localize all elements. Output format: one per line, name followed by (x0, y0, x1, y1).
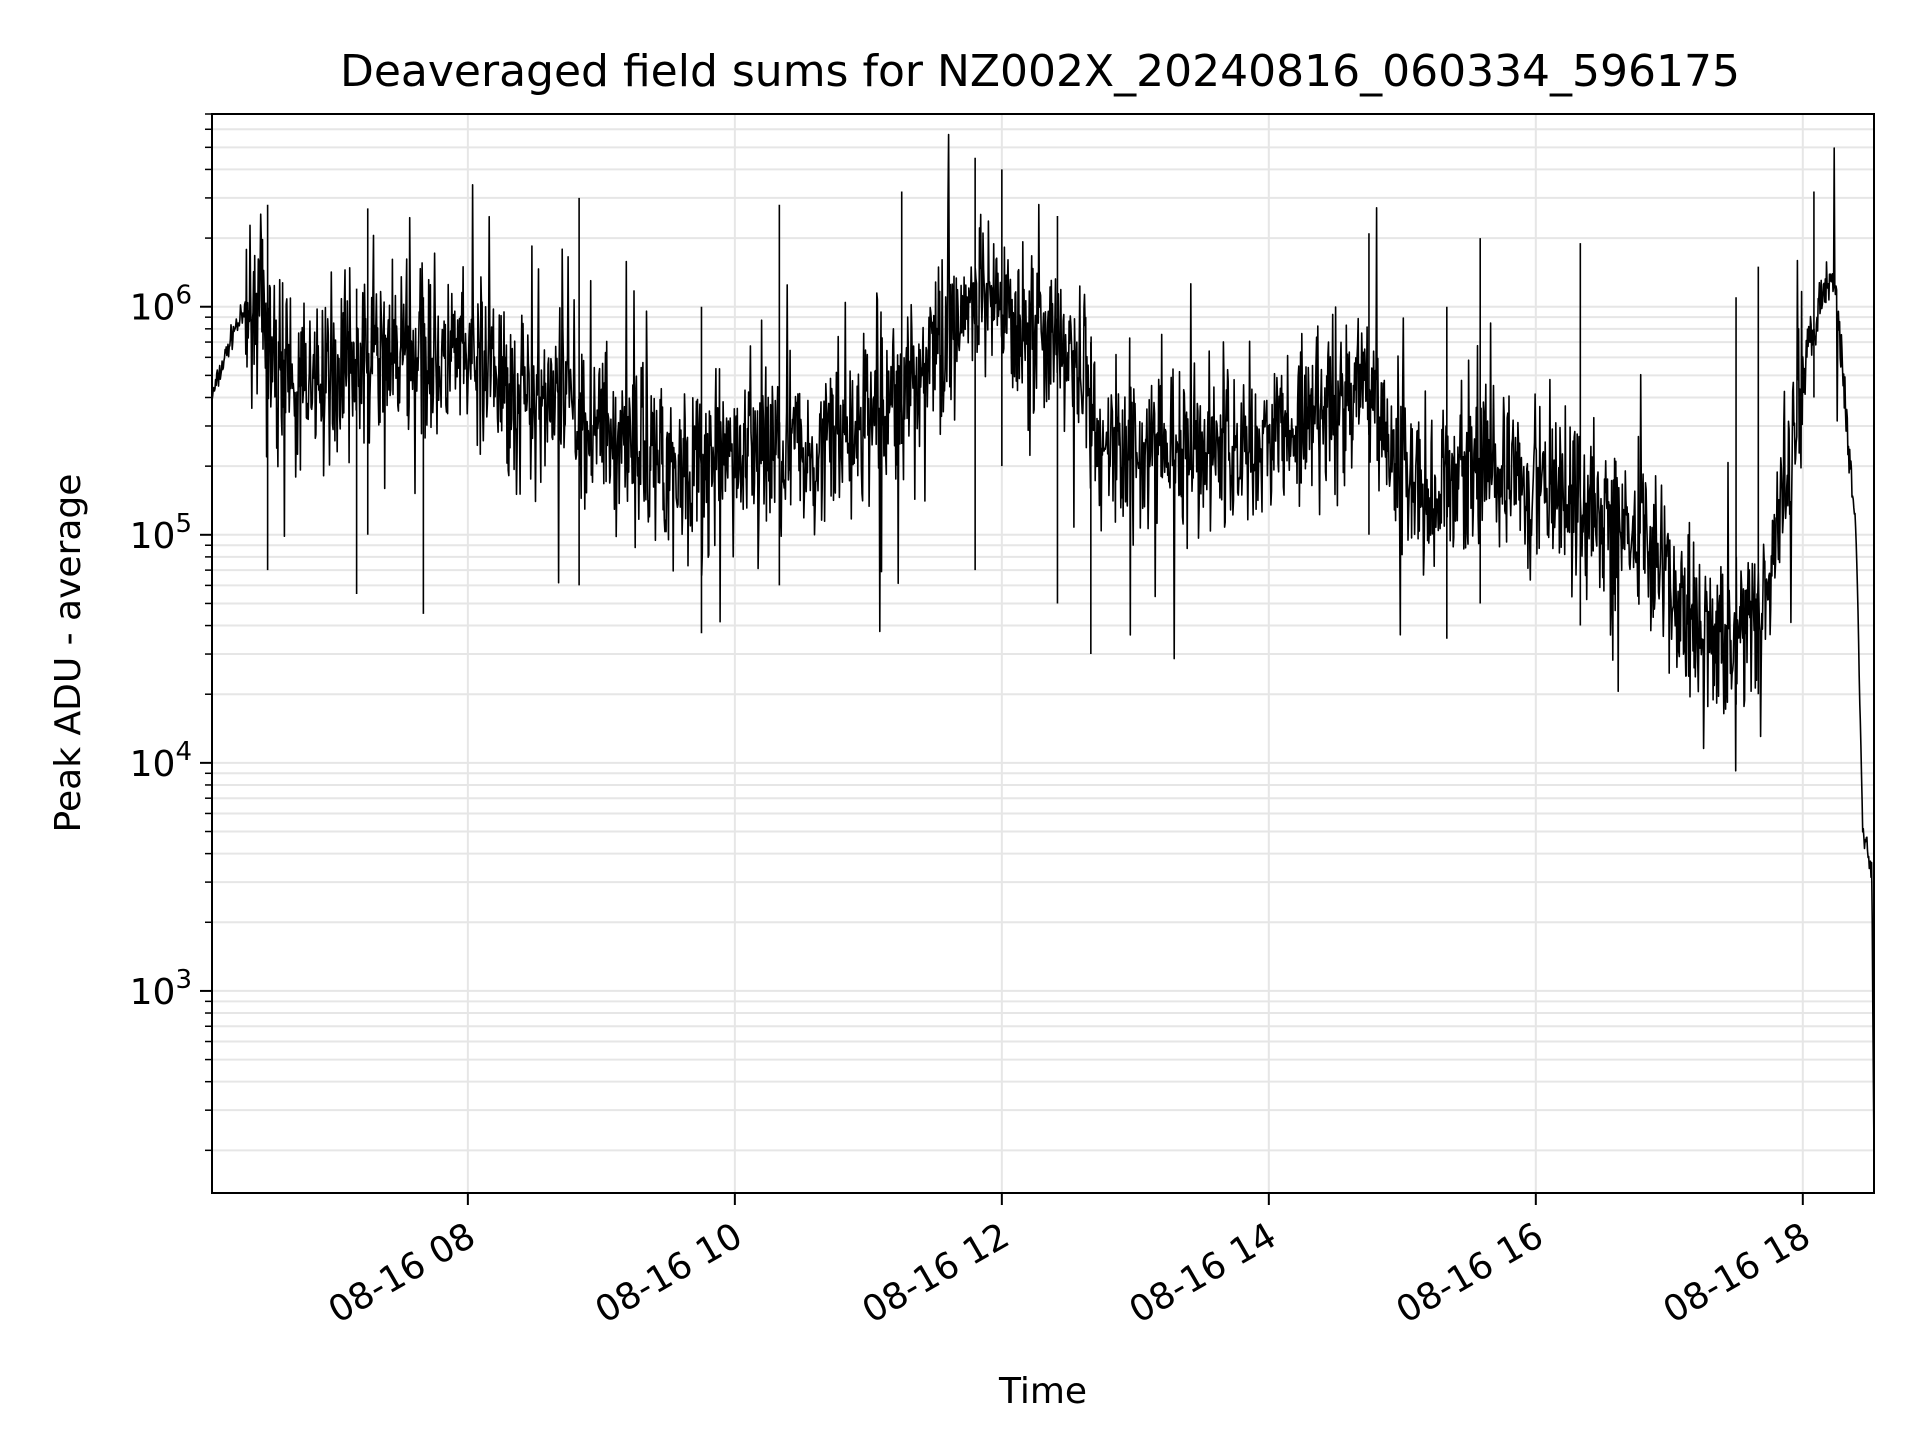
x-axis-label: Time (998, 1371, 1087, 1412)
chart-title: Deaveraged field sums for NZ002X_2024081… (340, 46, 1740, 97)
y-tick-base: 10 (130, 288, 176, 329)
y-tick-exponent: 5 (175, 509, 192, 539)
series-line (211, 133, 1875, 1155)
y-tick-base: 10 (130, 744, 176, 785)
y-tick-label: 105 (130, 509, 192, 557)
y-tick-base: 10 (130, 972, 176, 1013)
y-tick-base: 10 (130, 516, 176, 557)
grid (212, 113, 1874, 1193)
y-axis-label: Peak ADU - average (48, 474, 89, 833)
y-tick-exponent: 3 (175, 965, 192, 995)
y-tick-label: 103 (130, 965, 192, 1013)
y-tick-exponent: 4 (175, 737, 192, 767)
series-layer (211, 133, 1875, 1155)
y-tick-label: 104 (130, 737, 192, 785)
y-tick-exponent: 6 (175, 281, 192, 311)
y-tick-label: 106 (130, 281, 192, 329)
